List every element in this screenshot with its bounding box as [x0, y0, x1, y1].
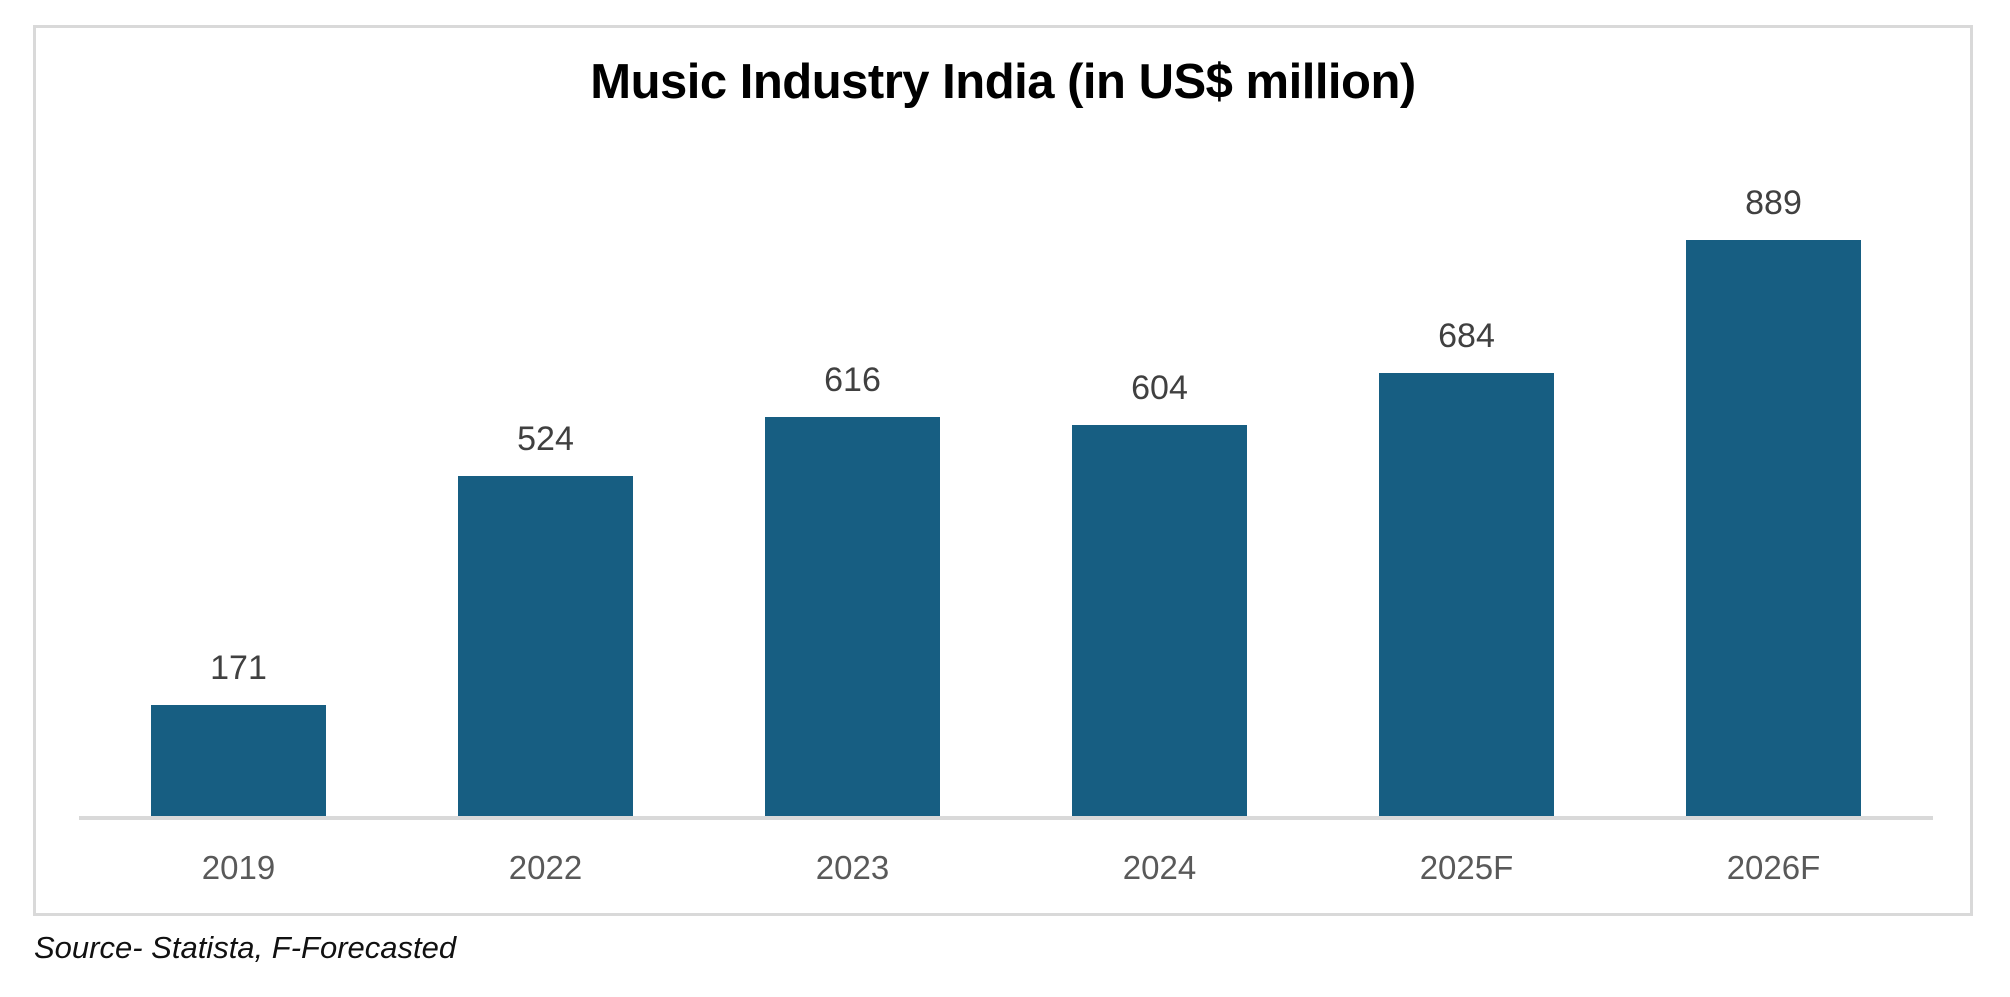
bar-value-label: 889 [1745, 184, 1802, 222]
x-axis-label-2019: 2019 [201, 849, 276, 886]
bar-2024 [1072, 425, 1247, 816]
bar-2019 [151, 705, 326, 816]
bar-column-2026F: 889 [1686, 184, 1861, 816]
plot-area: 171 524 616 604 684 889 [79, 168, 1933, 820]
bar-value-label: 604 [1131, 369, 1188, 407]
bar-value-label: 171 [210, 649, 267, 687]
x-axis-label-2024: 2024 [1122, 849, 1197, 886]
x-axis-label-2026F: 2026F [1726, 849, 1821, 886]
bar-column-2019: 171 [151, 649, 326, 816]
bar-column-2025F: 684 [1379, 317, 1554, 816]
x-axis-label-2022: 2022 [508, 849, 583, 886]
bar-column-2023: 616 [765, 361, 940, 816]
source-note: Source- Statista, F-Forecasted [34, 930, 457, 965]
x-axis-label-2023: 2023 [815, 849, 890, 886]
bar-2025F [1379, 373, 1554, 816]
bar-column-2024: 604 [1072, 369, 1247, 816]
bar-2026F [1686, 240, 1861, 816]
x-axis-label-2025F: 2025F [1419, 849, 1514, 886]
bar-value-label: 684 [1438, 317, 1495, 355]
bar-value-label: 524 [517, 420, 574, 458]
x-axis: 2019 2022 2023 2024 2025F 2026F [79, 849, 1933, 887]
bar-2023 [765, 417, 940, 816]
bar-column-2022: 524 [458, 420, 633, 816]
chart-title: Music Industry India (in US$ million) [590, 55, 1416, 109]
bar-2022 [458, 476, 633, 816]
bar-value-label: 616 [824, 361, 881, 399]
chart-frame: Music Industry India (in US$ million) 17… [33, 25, 1973, 916]
